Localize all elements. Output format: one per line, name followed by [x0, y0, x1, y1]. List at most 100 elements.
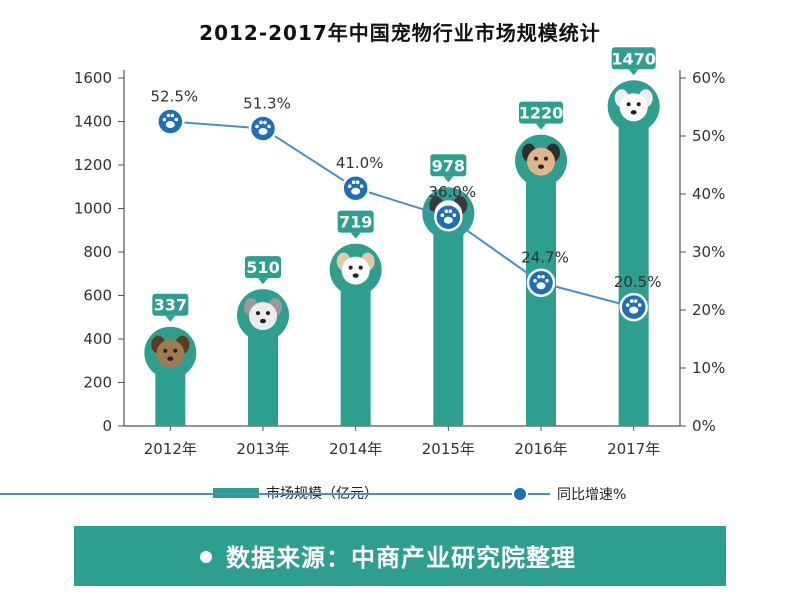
- left-tick-label: 800: [83, 243, 112, 261]
- pet-face-icon: [619, 93, 648, 122]
- paw-pad-icon: [536, 282, 546, 290]
- paw-pad-icon: [258, 127, 268, 135]
- pet-eye-icon: [358, 265, 363, 270]
- growth-line-path: [170, 120, 634, 309]
- x-tick-label: 2016年: [514, 440, 567, 458]
- pet-eye-icon: [163, 348, 168, 353]
- pet-eye-icon: [636, 102, 641, 107]
- right-tick-label: 30%: [692, 243, 725, 261]
- paw-toe-icon: [255, 124, 259, 129]
- pet-nose-icon: [630, 110, 637, 115]
- pet-face-icon: [156, 339, 185, 368]
- value-callout: [337, 210, 374, 233]
- right-tick-label: 60%: [692, 69, 725, 87]
- bar: [433, 213, 464, 426]
- right-tick-label: 50%: [692, 127, 725, 145]
- paw-toe-icon: [166, 113, 171, 118]
- pet-nose-icon: [352, 273, 359, 278]
- source-banner: 数据来源：中商产业研究院整理: [74, 526, 726, 586]
- pet-nose-icon: [260, 318, 266, 324]
- paw-pad-icon: [165, 121, 175, 128]
- paw-toe-icon: [448, 209, 453, 213]
- bar-group: 719: [329, 210, 382, 426]
- pet-eye-icon: [173, 348, 178, 353]
- bar: [340, 269, 371, 426]
- source-note: 数据来源：中商产业研究院整理: [226, 544, 576, 572]
- chart-title: 2012-2017年中国宠物行业市场规模统计: [199, 21, 601, 45]
- x-tick-label: 2017年: [607, 440, 660, 458]
- right-tick-label: 20%: [692, 301, 725, 319]
- pet-face-icon: [341, 256, 370, 285]
- pet-eye-icon: [348, 265, 353, 270]
- paw-toe-icon: [637, 303, 642, 307]
- growth-value-label: 20.5%: [614, 273, 662, 291]
- paw-pad-icon: [351, 187, 361, 195]
- right-tick-label: 10%: [692, 359, 725, 377]
- left-axis: 0 200 400 600 800 1000 1200 1400 1600: [74, 69, 125, 435]
- value-callout: [519, 101, 563, 124]
- growth-line: 52.5% 51.3% 41.0% 36.0% 24.7% 20.5%: [151, 88, 662, 322]
- paw-toe-icon: [541, 274, 545, 279]
- bar: [618, 106, 649, 427]
- growth-value-label: 52.5%: [151, 88, 199, 106]
- growth-point: 51.3%: [243, 94, 291, 143]
- legend-line-label: 同比增速%: [557, 487, 626, 503]
- x-tick-label: 2015年: [422, 440, 475, 458]
- paw-pad-icon: [629, 306, 639, 314]
- legend: 市场规模（亿元） 同比增速%: [0, 485, 626, 503]
- left-tick-label: 200: [83, 374, 112, 392]
- x-tick-label: 2013年: [236, 440, 289, 458]
- growth-point: 24.7%: [521, 249, 569, 297]
- paw-toe-icon: [351, 180, 356, 184]
- right-tick-label: 40%: [692, 185, 725, 203]
- growth-point: 52.5%: [151, 88, 199, 136]
- paw-toe-icon: [170, 113, 175, 118]
- bar-group: 337: [144, 293, 197, 426]
- paw-toe-icon: [263, 120, 267, 125]
- left-tick-label: 600: [83, 287, 112, 305]
- value-callout-pointer: [628, 69, 639, 76]
- value-callout-pointer: [258, 278, 268, 285]
- paw-toe-icon: [347, 184, 352, 188]
- pet-nose-icon: [538, 164, 544, 169]
- source-banner-background: [74, 526, 726, 586]
- left-tick-label: 0: [102, 417, 112, 435]
- pet-face-icon: [527, 147, 555, 176]
- paw-toe-icon: [259, 120, 263, 125]
- paw-toe-icon: [162, 117, 167, 122]
- value-callout-pointer: [536, 123, 546, 130]
- pet-eye-icon: [626, 102, 631, 107]
- growth-value-label: 36.0%: [429, 183, 477, 201]
- pet-eye-icon: [256, 311, 260, 316]
- left-tick-label: 1200: [74, 156, 112, 174]
- paw-toe-icon: [440, 213, 445, 217]
- bar-value-label: 978: [432, 156, 465, 175]
- value-callout-pointer: [165, 315, 176, 322]
- value-callout: [152, 293, 189, 316]
- growth-point: 20.5%: [614, 273, 662, 322]
- bar-value-label: 1470: [611, 49, 656, 68]
- paw-toe-icon: [359, 184, 364, 188]
- paw-toe-icon: [452, 213, 457, 217]
- x-tick-label: 2014年: [329, 440, 382, 458]
- left-tick-label: 1600: [74, 69, 112, 87]
- paw-toe-icon: [537, 274, 541, 279]
- paw-toe-icon: [174, 117, 179, 122]
- paw-toe-icon: [533, 278, 537, 283]
- value-callout-pointer: [350, 232, 361, 239]
- growth-value-label: 41.0%: [336, 154, 384, 172]
- x-axis: 2012年 2013年 2014年 2015年 2016年 2017年: [124, 425, 680, 458]
- bar-value-label: 719: [339, 213, 372, 232]
- growth-point: 36.0%: [429, 183, 477, 232]
- bar-value-label: 337: [154, 296, 187, 315]
- legend-line-marker: [512, 486, 528, 502]
- value-callout-pointer: [443, 176, 454, 183]
- x-tick-label: 2012年: [144, 440, 197, 458]
- pet-face-icon: [249, 302, 277, 331]
- paw-pad-icon: [443, 216, 453, 224]
- growth-value-label: 51.3%: [243, 94, 291, 112]
- right-axis: 0% 10% 20% 30% 40% 50% 60%: [679, 69, 725, 435]
- bar-value-label: 510: [246, 258, 279, 277]
- bar-group: 1470: [607, 47, 660, 427]
- bar-group: 510: [237, 256, 289, 426]
